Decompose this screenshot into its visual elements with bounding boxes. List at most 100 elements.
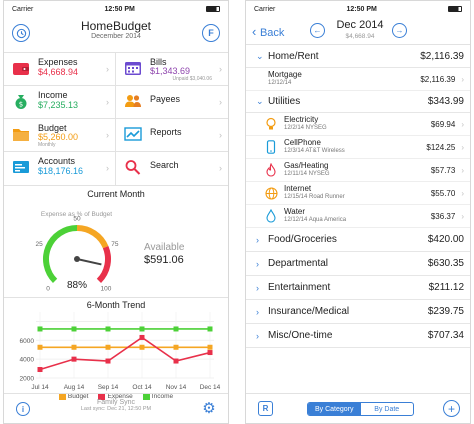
expenses-screen: Carrier 12:50 PM ‹ Back ← Dec 2014 $4,66… — [245, 0, 471, 424]
income-swatch — [142, 393, 150, 400]
expense-info: Electricity 12/2/14 NYSEG — [284, 116, 431, 132]
data-point-budget — [139, 344, 145, 350]
homebudget-screen: Carrier 12:50 PM HomeBudget December 201… — [3, 0, 229, 424]
battery-icon — [448, 6, 462, 12]
family-button[interactable]: F — [202, 24, 220, 42]
data-point-expense — [71, 356, 77, 362]
expense-info: Water 12/12/14 Aqua America — [284, 208, 431, 224]
settings-button[interactable]: ⚙ — [200, 400, 218, 418]
x-tick-label: Sep 14 — [98, 384, 119, 391]
drop-icon — [264, 209, 278, 223]
gauge-tick-label: 100 — [101, 285, 112, 292]
back-button[interactable]: ‹ Back — [252, 24, 284, 39]
expenses-value: $4,668.94 — [38, 67, 79, 77]
chevron-right-icon: › — [256, 306, 259, 317]
category-amount: $211.12 — [428, 282, 464, 293]
expense-row-water[interactable]: Water 12/12/14 Aqua America $36.37 › — [246, 205, 470, 228]
expense-row-gas-heating[interactable]: Gas/Heating 12/11/14 NYSEG $57.73 › — [246, 159, 470, 182]
accounts-label: Accounts — [38, 156, 76, 166]
category-name: Misc/One-time — [268, 330, 333, 341]
plus-icon: + — [447, 401, 455, 416]
data-point-expense — [37, 367, 43, 373]
battery-icon — [206, 6, 220, 12]
expense-row-electricity[interactable]: Electricity 12/2/14 NYSEG $69.94 › — [246, 113, 470, 136]
category-utilities[interactable]: ⌄ Utilities $343.99 — [246, 91, 470, 113]
gauge-green-arc — [43, 225, 78, 284]
data-point-income — [173, 326, 179, 332]
expense-name: Water — [284, 207, 306, 216]
data-point-budget — [207, 344, 213, 350]
legend-budget-label: Budget — [67, 393, 89, 401]
accounts-icon — [13, 161, 29, 173]
chevron-right-icon: › — [106, 163, 109, 173]
clock-icon — [16, 28, 26, 38]
tile-expenses[interactable]: Expenses $4,668.94 › — [4, 53, 116, 86]
category-amount: $707.34 — [427, 330, 464, 341]
tile-search[interactable]: Search › — [116, 152, 228, 185]
info-button[interactable]: i — [16, 402, 30, 416]
category-name: Food/Groceries — [268, 234, 337, 245]
chevron-down-icon: ⌄ — [256, 96, 264, 106]
bills-label: Bills — [150, 57, 167, 67]
data-point-income — [105, 326, 111, 332]
tile-income[interactable]: $ Income $7,235.13 › — [4, 86, 116, 119]
tile-budget[interactable]: Budget $5,260.00 Monthly › — [4, 119, 116, 152]
status-time: 12:50 PM — [104, 5, 135, 13]
category-name: Departmental — [268, 258, 329, 269]
tile-payees[interactable]: Payees › — [116, 86, 228, 119]
segment-by-date[interactable]: By Date — [374, 405, 400, 413]
budget-value: $5,260.00 — [38, 132, 79, 142]
budget-period: Monthly — [38, 142, 56, 148]
recurring-button[interactable]: R — [258, 401, 273, 416]
money-bag-icon: $ — [15, 95, 27, 109]
category-misc-one-time[interactable]: › Misc/One-time $707.34 — [246, 324, 470, 348]
payees-label: Payees — [150, 94, 181, 104]
expense-detail: 12/12/14 Aqua America — [284, 217, 347, 223]
category-list: ⌄ Home/Rent $2,116.39 Mortgage 12/12/14 … — [246, 46, 470, 348]
gauge-caption: Expense as % of Budget — [40, 211, 113, 218]
expense-row-cellphone[interactable]: CellPhone 12/3/14 AT&T Wireless $124.25 › — [246, 136, 470, 159]
expense-row-internet[interactable]: Internet 12/15/14 Road Runner $55.70 › — [246, 182, 470, 205]
chevron-right-icon: › — [461, 142, 464, 152]
available-label: Available — [144, 242, 185, 253]
legend-income: Income — [142, 393, 173, 400]
bottom-toolbar: R By Category By Date + — [246, 393, 470, 423]
gauge-tick-label: 0 — [46, 285, 50, 292]
gauge-needle — [76, 258, 102, 266]
legend-expense-label: Expense — [107, 393, 133, 401]
category-home-rent[interactable]: ⌄ Home/Rent $2,116.39 — [246, 46, 470, 68]
next-month-button[interactable]: → — [392, 23, 407, 38]
tile-accounts[interactable]: Accounts $18,176.16 › — [4, 152, 116, 185]
expense-row-mortgage[interactable]: Mortgage 12/12/14 $2,116.39 › — [246, 68, 470, 91]
tile-bills[interactable]: Bills $1,343.69 Unpaid $3,040.06 › — [116, 53, 228, 86]
carrier-label: Carrier — [12, 5, 34, 13]
category-food-groceries[interactable]: › Food/Groceries $420.00 — [246, 228, 470, 252]
category-entertainment[interactable]: › Entertainment $211.12 — [246, 276, 470, 300]
app-period: December 2014 — [91, 33, 141, 40]
arrow-right-icon: → — [395, 26, 404, 35]
gauge-hub — [74, 256, 80, 262]
trend-chart: 6-Month Trend 6000 4000 2000 Jul 14 Aug 14 Se… — [4, 297, 228, 407]
status-bar: Carrier 12:50 PM — [4, 1, 228, 17]
history-button[interactable] — [12, 24, 30, 42]
expense-name: CellPhone — [284, 138, 321, 147]
x-tick-label: Dec 14 — [200, 384, 221, 391]
income-value: $7,235.13 — [38, 100, 79, 110]
tile-reports[interactable]: Reports › — [116, 119, 228, 152]
data-point-expense — [139, 334, 145, 340]
family-sync-button[interactable]: Family Sync — [96, 399, 136, 406]
category-amount: $239.75 — [427, 306, 464, 317]
segment-by-category[interactable]: By Category — [308, 403, 361, 415]
expense-detail: 12/3/14 AT&T Wireless — [284, 148, 345, 154]
previous-month-button[interactable]: ← — [310, 23, 325, 38]
expenses-label: Expenses — [38, 57, 78, 67]
category-departmental[interactable]: › Departmental $630.35 — [246, 252, 470, 276]
chevron-right-icon: › — [106, 97, 109, 107]
chevron-right-icon: › — [106, 130, 109, 140]
svg-text:$: $ — [19, 100, 23, 108]
category-name: Entertainment — [268, 282, 331, 293]
legend-budget: Budget — [58, 393, 89, 401]
category-insurance-medical[interactable]: › Insurance/Medical $239.75 — [246, 300, 470, 324]
add-expense-button[interactable]: + — [443, 400, 460, 417]
